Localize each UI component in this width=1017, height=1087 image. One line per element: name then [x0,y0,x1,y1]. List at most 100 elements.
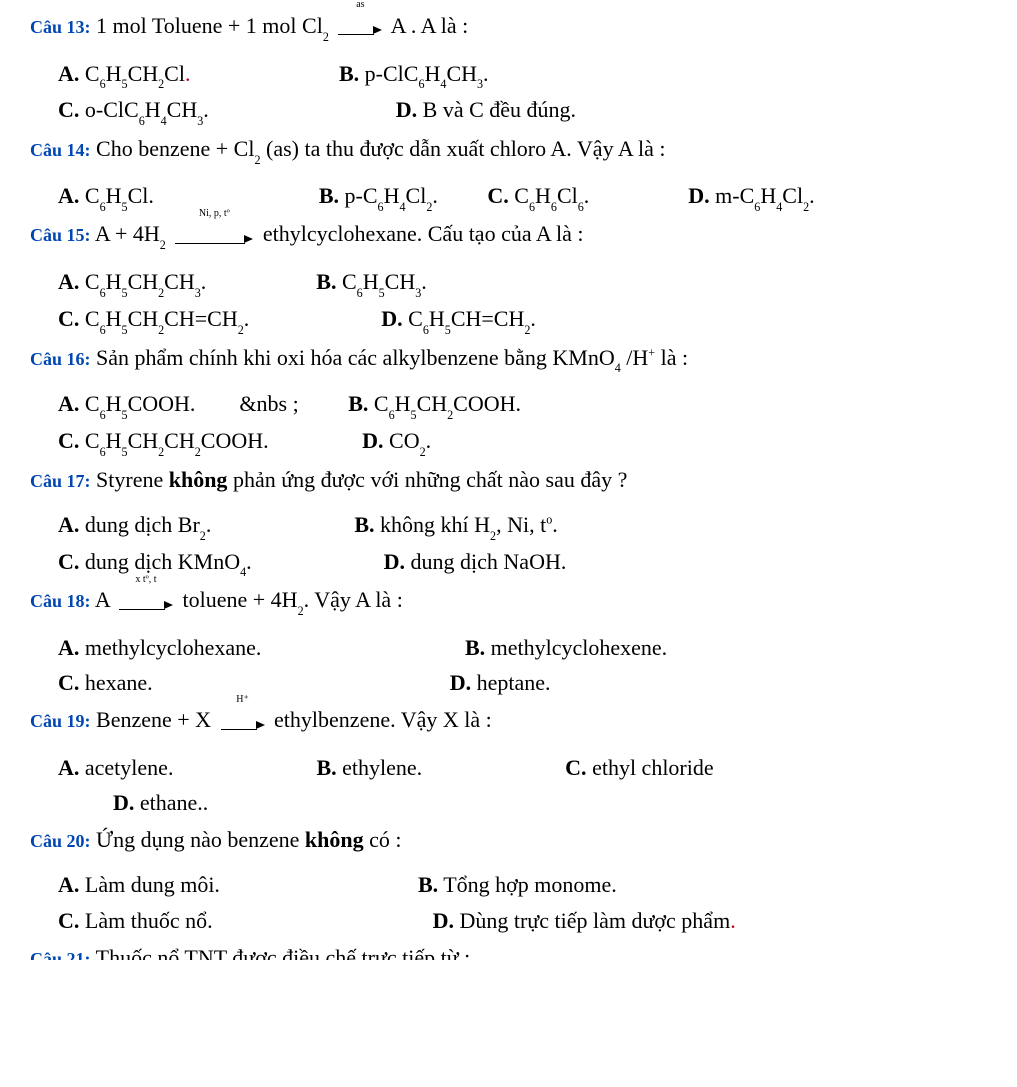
question-13: Câu 13: 1 mol Toluene + 1 mol Cl2 as A .… [30,8,987,46]
q18-B: methylcyclohexene. [491,635,668,660]
q17-options: A. dung dịch Br2. B. không khí H2, Ni, t… [58,507,987,580]
q20-options: A. Làm dung môi. B. Tổng hợp monome. C. … [58,867,987,937]
q18-text-b: toluene + 4H [183,587,298,612]
arrow-line [175,243,245,244]
opt-label-D: D. [384,549,405,574]
arrow-head-icon [244,235,253,243]
q13-C: o-ClC6H4CH3. [85,97,209,122]
qnum-16: Câu 16: [30,349,91,369]
arrow-icon: x tº, t [119,585,173,620]
q15-A: C6H5CH2CH3. [85,269,206,294]
q15-text-b: ethylcyclohexane. Cấu tạo của A là : [263,221,584,246]
q14-C: C6H6Cl6. [514,183,589,208]
arrow-icon: as [338,10,382,45]
opt-label-A: A. [58,635,79,660]
opt-label-C: C. [565,755,586,780]
opt-label-B: B. [319,183,339,208]
opt-label-D: D. [450,670,471,695]
q20-text-b: có : [364,827,402,852]
q19-options: A. acetylene. B. ethylene. C. ethyl chlo… [58,750,987,820]
q15-text-a: A + 4H [95,221,160,246]
q19-text-a: Benzene + X [96,707,217,732]
arrow-label: H⁺ [221,692,265,708]
q20-text-a: Ứng dụng nào benzene [96,827,305,852]
q16-options: A. C6H5COOH. &nbs ; B. C6H5CH2COOH. C. C… [58,386,987,459]
q13-A: C6H5CH2Cl. [85,61,191,86]
q16-D: CO2. [389,428,431,453]
qnum-17: Câu 17: [30,471,91,491]
qnum-19: Câu 19: [30,711,91,731]
opt-label-A: A. [58,183,79,208]
q18-C: hexane. [85,670,153,695]
question-21: Câu 21: Thuốc nổ TNT được điều chế trực … [30,940,987,960]
q18-text-c: . Vậy A là : [304,587,403,612]
qnum-15: Câu 15: [30,225,91,245]
opt-label-B: B. [348,391,368,416]
q14-text-a: Cho benzene + Cl [96,136,254,161]
question-16: Câu 16: Sản phẩm chính khi oxi hóa các a… [30,340,987,377]
q18-D: heptane. [477,670,551,695]
q16-text-b: /H [621,345,649,370]
q13-B: p-ClC6H4CH3. [365,61,489,86]
opt-label-A: A. [58,755,79,780]
opt-label-D: D. [113,790,134,815]
sub-2: 2 [323,30,329,44]
q20-C: Làm thuốc nổ. [85,908,213,933]
q17-C: dung dịch KMnO4. [85,549,252,574]
q21-text: Thuốc nổ TNT được điều chế trực tiếp từ … [96,945,471,960]
opt-label-B: B. [316,269,336,294]
q17-B: không khí H2, Ni, to. [380,512,558,537]
qnum-18: Câu 18: [30,591,91,611]
opt-label-A: A. [58,872,79,897]
opt-label-C: C. [58,549,79,574]
arrow-icon: H⁺ [221,705,265,740]
q15-D: C6H5CH=CH2. [408,306,536,331]
q19-A: acetylene. [85,755,174,780]
q18-text-a: A [95,587,115,612]
opt-label-C: C. [58,97,79,122]
q13-D: B và C đều đúng. [423,97,576,122]
qnum-20: Câu 20: [30,831,91,851]
arrow-label: as [338,0,382,13]
opt-label-D: D. [433,908,454,933]
question-18: Câu 18: A x tº, t toluene + 4H2. Vậy A l… [30,582,987,620]
q14-D: m-C6H4Cl2. [715,183,814,208]
arrow-line [221,729,257,730]
q20-B: Tổng hợp monome. [443,872,617,897]
q16-text-c: là : [655,345,688,370]
q15-C: C6H5CH2CH=CH2. [85,306,249,331]
arrow-icon: Ni, p, tº [175,219,253,254]
opt-label-B: B. [354,512,374,537]
q16-B: C6H5CH2COOH. [374,391,521,416]
arrow-label: Ni, p, tº [175,206,253,222]
arrow-label: x tº, t [119,572,173,588]
opt-label-B: B. [465,635,485,660]
q16-text-a: Sản phẩm chính khi oxi hóa các alkylbenz… [96,345,615,370]
opt-label-D: D. [362,428,383,453]
question-14: Câu 14: Cho benzene + Cl2 (as) ta thu đư… [30,131,987,168]
arrow-line [338,34,374,35]
q20-bold: không [305,827,364,852]
q14-text-b: (as) ta thu được dẫn xuất chloro A. Vậy … [261,136,666,161]
q15-B: C6H5CH3. [342,269,427,294]
q18-A: methylcyclohexane. [85,635,262,660]
qnum-14: Câu 14: [30,140,91,160]
opt-label-C: C. [487,183,508,208]
opt-label-D: D. [381,306,402,331]
q16-A: C6H5COOH. [85,391,196,416]
q19-C: ethyl chloride [592,755,714,780]
q14-A: C6H5Cl. [85,183,154,208]
opt-label-B: B. [418,872,438,897]
question-17: Câu 17: Styrene không phản ứng được với … [30,462,987,497]
qnum-13: Câu 13: [30,17,91,37]
q13-options: A. C6H5CH2Cl. B. p-ClC6H4CH3. C. o-ClC6H… [58,56,987,129]
q14-B: p-C6H4Cl2. [345,183,438,208]
q13-text-b: A . A là : [391,13,469,38]
question-19: Câu 19: Benzene + X H⁺ ethylbenzene. Vậy… [30,702,987,740]
opt-label-A: A. [58,512,79,537]
arrow-head-icon [164,601,173,609]
opt-label-D: D. [396,97,417,122]
q17-bold: không [169,467,228,492]
question-20: Câu 20: Ứng dụng nào benzene không có : [30,822,987,857]
opt-label-A: A. [58,61,79,86]
